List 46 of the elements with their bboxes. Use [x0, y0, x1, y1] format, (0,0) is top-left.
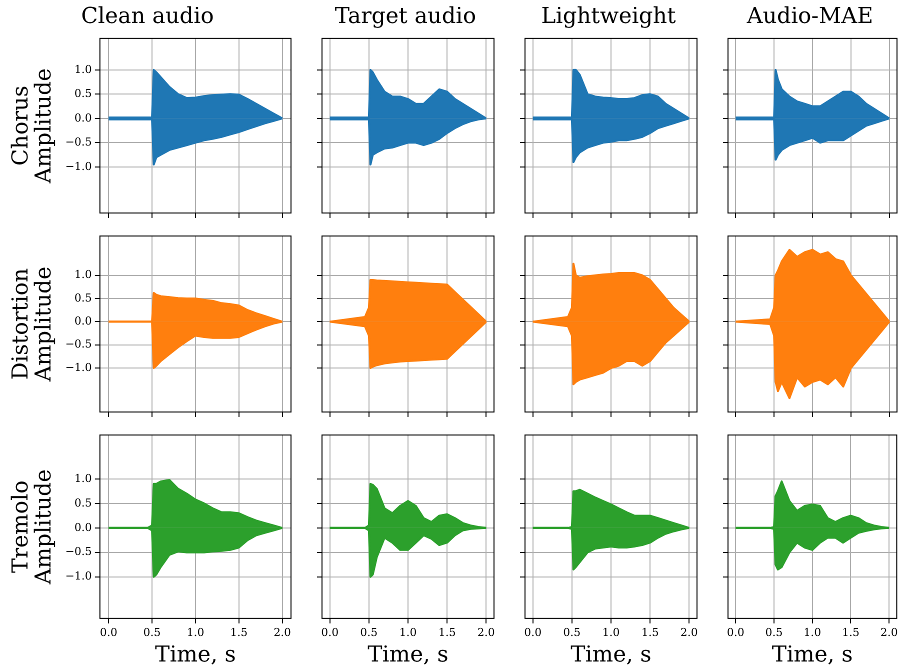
x-tick-label: 0.0 [321, 626, 339, 639]
x-tick-label: 1.5 [641, 626, 659, 639]
x-tick-label: 1.0 [804, 626, 822, 639]
y-tick-label: 0.0 [74, 111, 92, 124]
chart-title: Target audio [334, 4, 476, 29]
y-axis-title: Tremolo Amplitude [8, 469, 56, 586]
y-tick-label: −1.0 [65, 570, 92, 583]
y-tick-label: −1.0 [65, 360, 92, 374]
x-tick-label: 1.5 [842, 626, 860, 639]
x-axis-title: Time, s [570, 642, 652, 668]
x-tick-label: 1.0 [602, 626, 620, 639]
y-tick-label: 0.5 [74, 291, 92, 304]
y-tick-label: 0.5 [74, 87, 92, 100]
x-axis-title: Time, s [155, 642, 236, 668]
y-tick-label: 1.0 [74, 62, 92, 76]
y-tick-label: 1.0 [74, 268, 92, 282]
y-tick-label: −0.5 [65, 545, 92, 558]
x-tick-label: 0.5 [143, 626, 161, 639]
y-tick-label: −0.5 [65, 338, 92, 351]
x-tick-label: 0.0 [100, 626, 118, 639]
y-tick-label: 0.5 [74, 496, 92, 510]
y-axis-title: Distortion Amplitude [8, 266, 56, 383]
x-tick-label: 0.5 [360, 626, 378, 639]
x-tick-label: 1.0 [399, 626, 417, 639]
y-tick-label: −1.0 [65, 160, 92, 173]
y-tick-label: 0.0 [74, 314, 92, 328]
x-axis-title: Time, s [368, 642, 448, 668]
x-tick-label: 1.5 [438, 626, 456, 639]
x-tick-label: 2.0 [880, 626, 898, 639]
x-tick-label: 0.5 [563, 626, 581, 639]
x-tick-label: 1.0 [186, 626, 204, 639]
x-tick-label: 0.5 [765, 626, 783, 639]
chart-title: Lightweight [541, 4, 676, 29]
x-tick-label: 0.0 [524, 626, 542, 639]
y-tick-label: 0.0 [74, 520, 92, 534]
chart-title: Clean audio [81, 4, 214, 29]
x-axis-title: Time, s [772, 642, 853, 668]
y-tick-label: 1.0 [74, 472, 92, 485]
x-tick-label: 1.5 [230, 626, 248, 639]
x-tick-label: 2.0 [274, 626, 292, 639]
x-tick-label: 2.0 [680, 626, 698, 639]
x-tick-label: 0.0 [726, 626, 744, 639]
chart-title: Audio-MAE [746, 4, 874, 29]
x-tick-label: 2.0 [477, 626, 495, 639]
y-tick-label: −0.5 [65, 136, 92, 149]
y-axis-title: Chorus Amplitude [8, 68, 56, 184]
